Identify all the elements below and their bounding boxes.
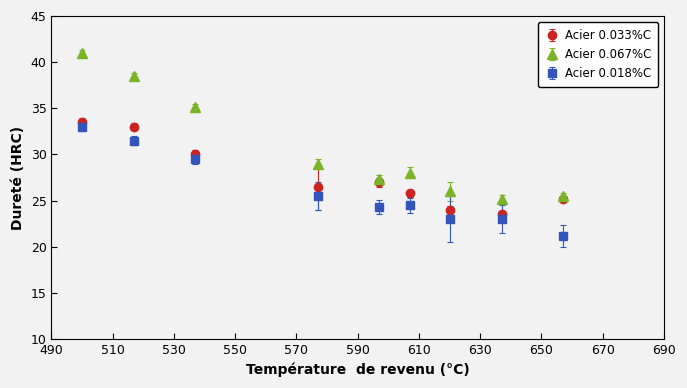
Legend: Acier 0.033%C, Acier 0.067%C, Acier 0.018%C: Acier 0.033%C, Acier 0.067%C, Acier 0.01… <box>537 22 658 87</box>
X-axis label: Température  de revenu (°C): Température de revenu (°C) <box>246 362 470 377</box>
Y-axis label: Dureté (HRC): Dureté (HRC) <box>11 125 25 230</box>
